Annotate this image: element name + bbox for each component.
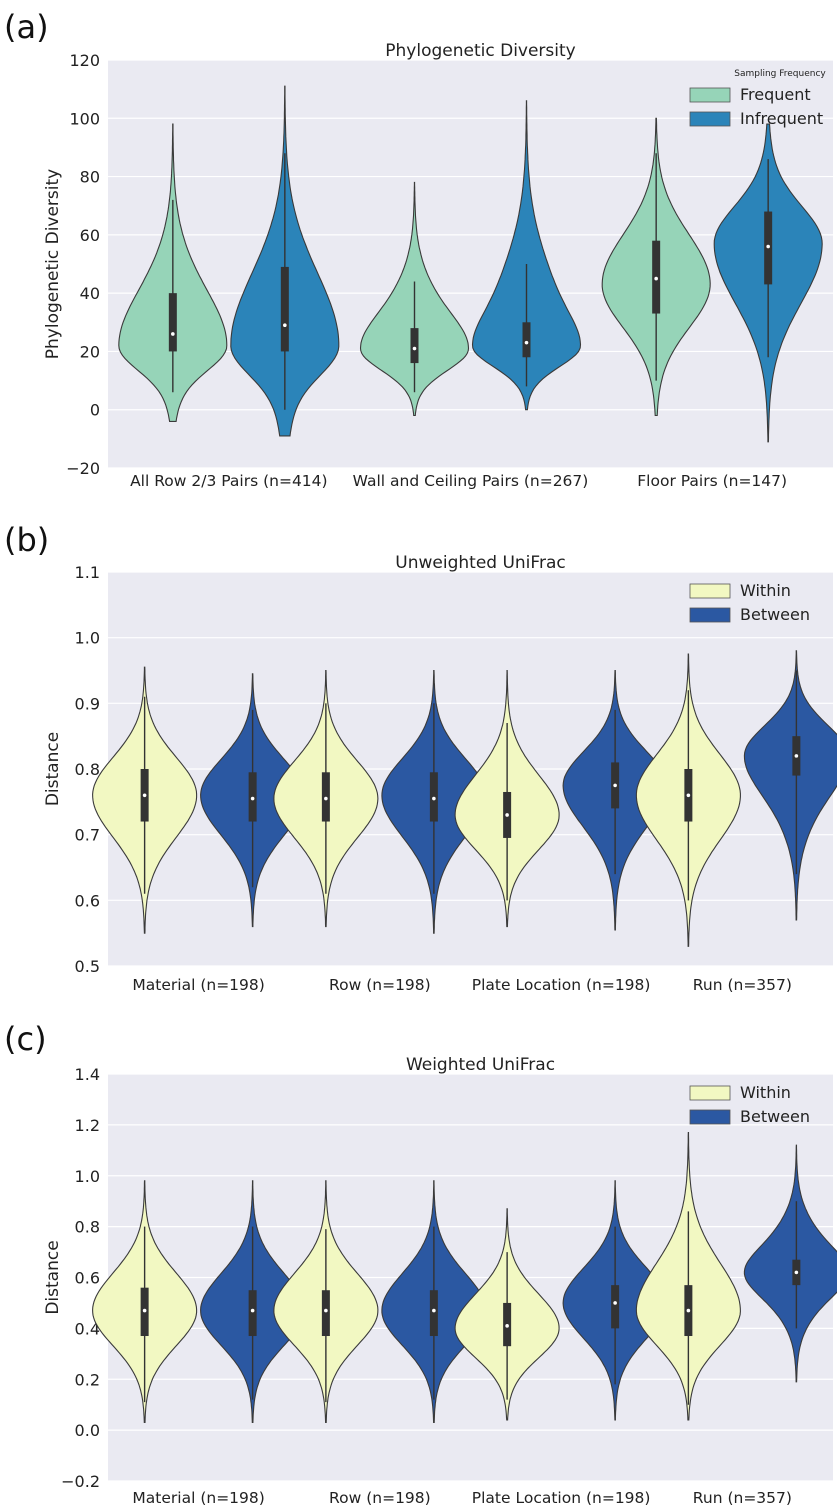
x-tick-label: Run (n=357) [693, 1489, 792, 1507]
violin-median [613, 783, 617, 788]
y-axis-label: Distance [43, 1240, 63, 1314]
x-tick-label: Wall and Ceiling Pairs (n=267) [353, 472, 589, 490]
y-tick-label: 0.6 [75, 1269, 100, 1288]
violin-median [432, 796, 436, 801]
panel-label: (b) [4, 521, 49, 559]
violin-median [766, 244, 770, 249]
legend-swatch [689, 607, 731, 623]
violin-median [250, 796, 255, 801]
violin-b [743, 650, 837, 921]
violin-box [168, 293, 177, 352]
y-tick-label: 1.0 [75, 1167, 100, 1186]
panel-label: (c) [4, 1020, 47, 1058]
violin-median [613, 1301, 617, 1305]
x-tick-label: Run (n=357) [693, 976, 792, 994]
y-tick-label: 0.2 [75, 1370, 100, 1389]
y-tick-label: 120 [69, 51, 100, 70]
legend-label: Between [740, 1107, 810, 1126]
violin-median [142, 793, 147, 798]
legend-title: Sampling Frequency [734, 69, 826, 79]
y-tick-label: −20 [66, 459, 100, 478]
y-tick-label: 1.2 [75, 1116, 100, 1135]
y-tick-label: 1.0 [75, 629, 100, 648]
x-tick-label: All Row 2/3 Pairs (n=414) [130, 472, 328, 490]
violin-b [471, 100, 582, 411]
x-tick-label: Floor Pairs (n=147) [637, 472, 787, 490]
violin-box [410, 328, 419, 364]
y-tick-label: 40 [80, 284, 100, 303]
x-tick-label: Plate Location (n=198) [472, 1489, 651, 1507]
chart-title: Unweighted UniFrac [395, 553, 565, 573]
legend: Sampling Frequency Frequent Infrequent [689, 69, 826, 128]
y-tick-label: 20 [80, 342, 100, 361]
legend-swatch [689, 1085, 731, 1101]
violin-median [794, 1270, 799, 1275]
legend-label: Within [740, 1083, 791, 1102]
violin-median [524, 340, 529, 345]
violin-box [248, 1290, 257, 1337]
legend-swatch [689, 87, 731, 103]
legend-label: Infrequent [740, 109, 823, 128]
y-axis-label: Phylogenetic Diversity [43, 169, 63, 359]
violin-median [505, 813, 509, 817]
y-tick-label: −0.2 [61, 1472, 100, 1491]
y-tick-label: 0.5 [75, 957, 100, 976]
violin-median [324, 796, 328, 801]
violin-median [283, 323, 287, 328]
violin-b [743, 1144, 837, 1383]
violin-median [324, 1308, 328, 1313]
violin-median [142, 1308, 147, 1313]
y-axis-label: Distance [43, 732, 63, 806]
legend: Within Between [689, 1083, 810, 1126]
x-tick-label: Plate Location (n=198) [472, 976, 651, 994]
violin-median [686, 793, 691, 798]
y-tick-label: 80 [80, 168, 100, 187]
x-tick-label: Material (n=198) [132, 976, 264, 994]
chart-title: Weighted UniFrac [406, 1055, 555, 1075]
y-tick-label: 0.9 [75, 694, 100, 713]
y-tick-label: 0.8 [75, 1218, 100, 1237]
legend: Within Between [689, 581, 810, 624]
y-tick-label: 1.1 [75, 563, 100, 582]
legend-label: Within [740, 581, 791, 600]
y-tick-label: 0.4 [75, 1319, 100, 1338]
panel-1: −20 0 20 40 60 80 100 120 (a) Phylogenetic Divers… [4, 8, 833, 490]
plot-area [108, 60, 833, 468]
panel-2: 0.5 0.6 0.7 0.8 0.9 1.0 1.1 (b) Unweighted UniFr… [4, 521, 837, 994]
panel-3: −0.2 0.0 0.2 0.4 0.6 0.8 1.0 1.2 1.4 (c) Weighted … [4, 1020, 837, 1507]
panel-label: (a) [4, 8, 49, 46]
legend-swatch [689, 111, 731, 127]
y-tick-label: 0.8 [75, 760, 100, 779]
legend-label: Frequent [740, 85, 811, 104]
y-tick-label: 1.4 [75, 1065, 100, 1084]
x-tick-label: Row (n=198) [329, 976, 431, 994]
violin-median [794, 754, 799, 758]
x-tick-label: Material (n=198) [132, 1489, 264, 1507]
y-tick-label: 0.7 [75, 826, 100, 845]
violin-median [171, 332, 175, 336]
legend-label: Between [740, 605, 810, 624]
legend-swatch [689, 1109, 731, 1125]
violin-median [505, 1324, 509, 1328]
violin-median [250, 1308, 255, 1313]
violin-median [432, 1308, 436, 1313]
legend-swatch [689, 583, 731, 599]
x-tick-label: Row (n=198) [329, 1489, 431, 1507]
violin-median [412, 346, 417, 351]
chart-title: Phylogenetic Diversity [385, 41, 575, 61]
violin-box [611, 1285, 620, 1329]
y-tick-label: 100 [69, 109, 100, 128]
violin-box [280, 266, 289, 352]
y-tick-label: 0.0 [75, 1421, 100, 1440]
y-tick-label: 0 [90, 401, 100, 420]
violin-median [686, 1308, 691, 1313]
y-tick-label: 0.6 [75, 891, 100, 910]
violin-box [321, 1290, 330, 1337]
violin-box [429, 1290, 438, 1337]
violin-median [654, 276, 658, 281]
violin-box [522, 322, 531, 358]
y-tick-label: 60 [80, 226, 100, 245]
